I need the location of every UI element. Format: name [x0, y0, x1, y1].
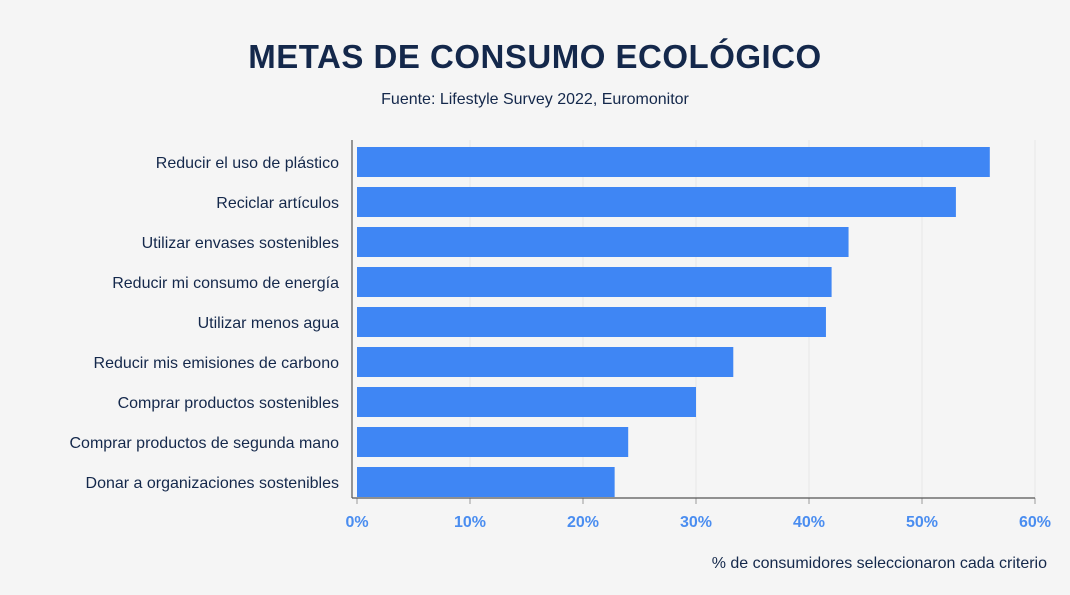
bars [357, 147, 990, 497]
category-label: Comprar productos sostenibles [118, 395, 339, 412]
bar [357, 147, 990, 177]
category-label: Utilizar envases sostenibles [142, 235, 339, 252]
category-label: Reducir mi consumo de energía [112, 275, 339, 292]
category-label: Donar a organizaciones sostenibles [86, 475, 339, 492]
x-tick-labels: 0% 10% 20% 30% 40% 50% 60% [345, 514, 1051, 531]
x-tick-label: 60% [1019, 514, 1051, 531]
bar [357, 187, 956, 217]
chart-title: METAS DE CONSUMO ECOLÓGICO [248, 38, 822, 75]
bar [357, 467, 615, 497]
category-label: Reducir el uso de plástico [156, 155, 339, 172]
x-tick-label: 30% [680, 514, 712, 531]
category-label: Utilizar menos agua [198, 315, 340, 332]
x-tick-label: 40% [793, 514, 825, 531]
x-tick-label: 50% [906, 514, 938, 531]
bar [357, 347, 734, 377]
x-tick-label: 0% [345, 514, 368, 531]
x-tick-label: 10% [454, 514, 486, 531]
bar [357, 227, 849, 257]
x-axis-title: % de consumidores seleccionaron cada cri… [712, 555, 1047, 572]
category-label: Reducir mis emisiones de carbono [94, 355, 340, 372]
chart-subtitle: Fuente: Lifestyle Survey 2022, Euromonit… [381, 91, 689, 108]
category-labels: Reducir el uso de plástico Reciclar artíc… [70, 155, 340, 492]
bar [357, 307, 826, 337]
bar [357, 267, 832, 297]
category-label: Reciclar artículos [216, 195, 339, 212]
bar [357, 387, 696, 417]
category-label: Comprar productos de segunda mano [70, 435, 340, 452]
bar [357, 427, 629, 457]
x-tick-label: 20% [567, 514, 599, 531]
